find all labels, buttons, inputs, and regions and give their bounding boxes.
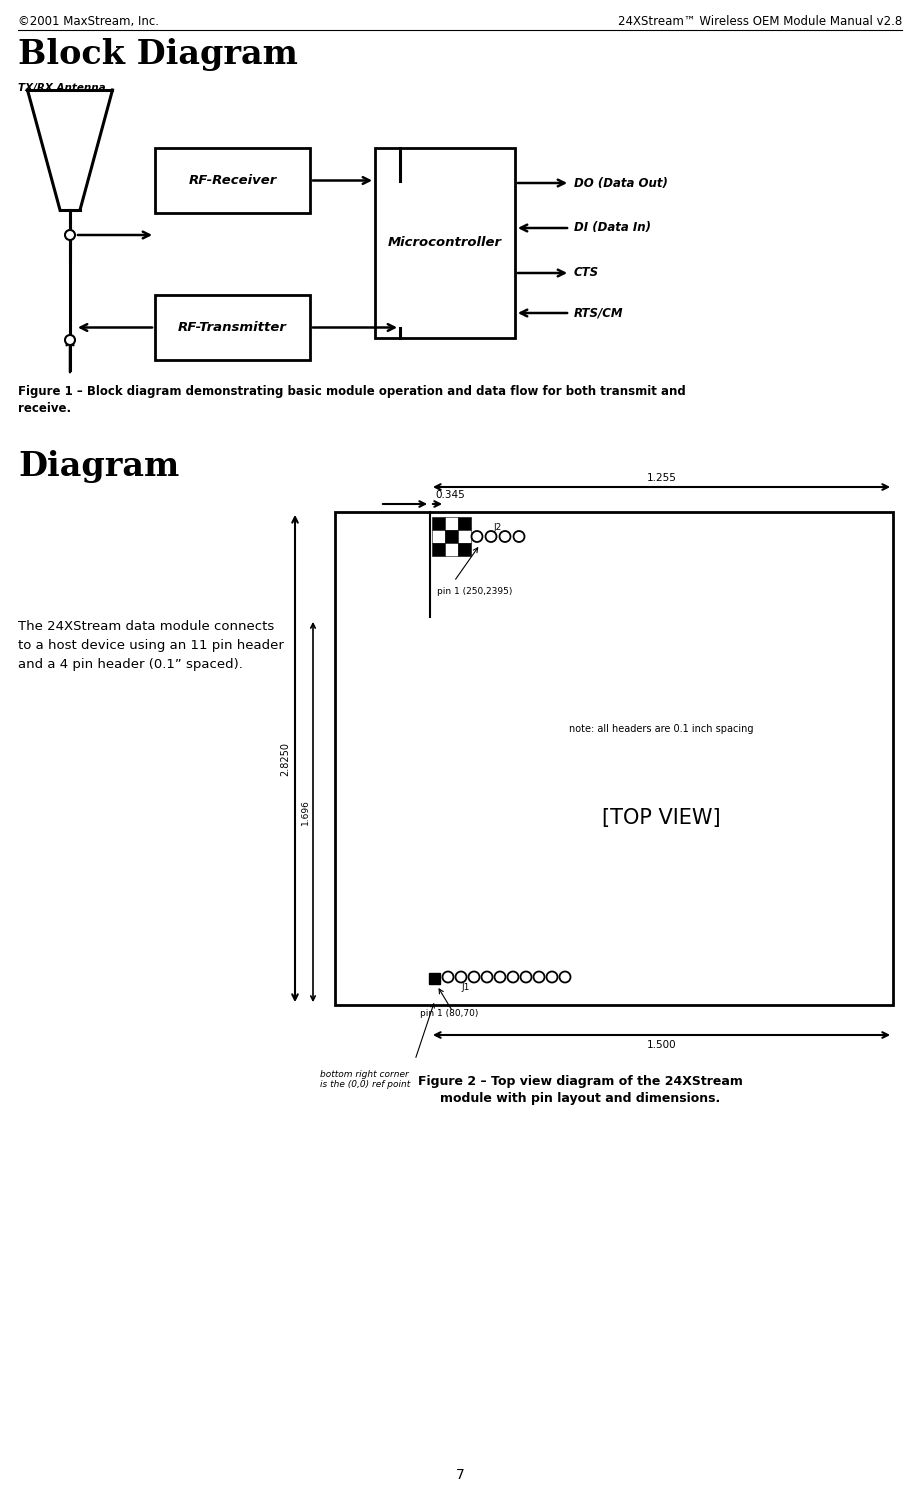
Text: CTS: CTS — [573, 267, 598, 279]
Circle shape — [65, 230, 75, 240]
Text: J1: J1 — [460, 983, 469, 992]
Text: bottom right corner
is the (0,0) ref point: bottom right corner is the (0,0) ref poi… — [320, 1071, 410, 1090]
Circle shape — [520, 972, 531, 983]
Bar — [335, 511, 892, 1005]
Text: 1.500: 1.500 — [646, 1041, 675, 1050]
Circle shape — [546, 972, 557, 983]
Text: J2: J2 — [494, 523, 502, 532]
Circle shape — [481, 972, 492, 983]
Text: 1.696: 1.696 — [301, 799, 310, 825]
Circle shape — [442, 972, 453, 983]
Text: pin 1 (250,2395): pin 1 (250,2395) — [437, 586, 512, 595]
Text: 24XStream™ Wireless OEM Module Manual v2.8: 24XStream™ Wireless OEM Module Manual v2… — [617, 15, 901, 28]
Text: RF-Receiver: RF-Receiver — [188, 174, 277, 186]
Circle shape — [455, 972, 466, 983]
Text: 2.8250: 2.8250 — [279, 741, 289, 775]
Bar — [458, 543, 471, 556]
Bar — [458, 529, 471, 543]
Text: 7: 7 — [455, 1469, 464, 1482]
Circle shape — [513, 531, 524, 543]
Text: DO (Data Out): DO (Data Out) — [573, 176, 667, 189]
Text: DI (Data In): DI (Data In) — [573, 222, 651, 234]
Text: RF-Transmitter: RF-Transmitter — [178, 321, 287, 334]
Text: 1.255: 1.255 — [646, 473, 675, 483]
Text: RTS/CM: RTS/CM — [573, 307, 623, 319]
Bar — [154, 148, 310, 213]
Circle shape — [65, 335, 75, 344]
Text: Figure 1 – Block diagram demonstrating basic module operation and data flow for : Figure 1 – Block diagram demonstrating b… — [18, 385, 685, 414]
Bar — [432, 543, 445, 556]
Text: Microcontroller: Microcontroller — [388, 237, 502, 249]
Text: note: all headers are 0.1 inch spacing: note: all headers are 0.1 inch spacing — [569, 725, 753, 734]
Bar — [445, 529, 458, 543]
Text: TX/RX Antenna: TX/RX Antenna — [18, 83, 106, 92]
Bar — [432, 517, 445, 529]
Circle shape — [499, 531, 510, 543]
Bar — [154, 295, 310, 359]
Text: Diagram: Diagram — [18, 450, 179, 483]
Circle shape — [468, 972, 479, 983]
Circle shape — [507, 972, 518, 983]
Bar — [432, 529, 445, 543]
Text: [TOP VIEW]: [TOP VIEW] — [602, 808, 720, 828]
Text: Figure 2 – Top view diagram of the 24XStream
module with pin layout and dimensio: Figure 2 – Top view diagram of the 24XSt… — [417, 1075, 742, 1105]
Circle shape — [559, 972, 570, 983]
Text: ©2001 MaxStream, Inc.: ©2001 MaxStream, Inc. — [18, 15, 159, 28]
Text: 0.345: 0.345 — [435, 491, 464, 499]
Circle shape — [471, 531, 482, 543]
Text: Block Diagram: Block Diagram — [18, 37, 298, 72]
Bar — [445, 543, 458, 556]
Circle shape — [494, 972, 505, 983]
Bar — [375, 148, 515, 338]
Text: pin 1 (80,70): pin 1 (80,70) — [420, 1009, 478, 1018]
Circle shape — [485, 531, 496, 543]
Bar — [445, 517, 458, 529]
Bar — [458, 517, 471, 529]
Bar — [429, 972, 440, 984]
Text: The 24XStream data module connects
to a host device using an 11 pin header
and a: The 24XStream data module connects to a … — [18, 620, 284, 671]
Circle shape — [533, 972, 544, 983]
